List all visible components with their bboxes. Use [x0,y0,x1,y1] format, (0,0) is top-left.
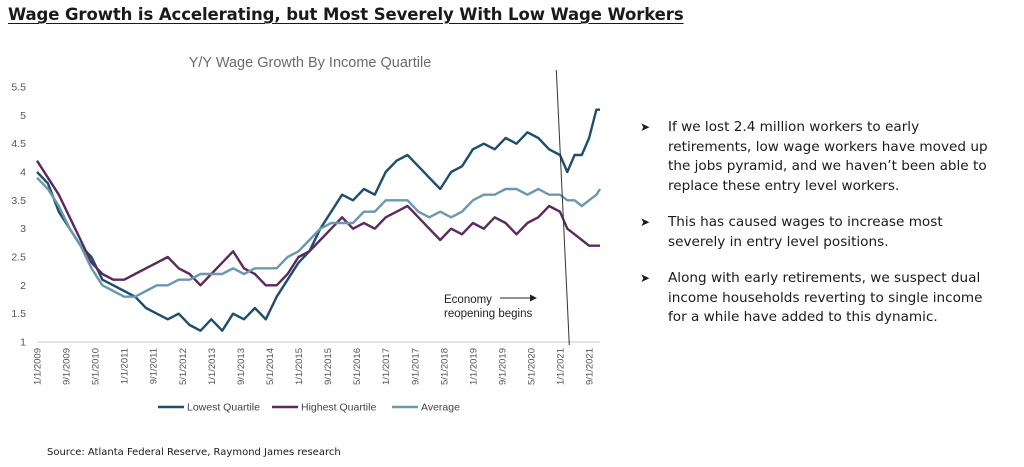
bullet-text: This has caused wages to increase most s… [668,214,943,250]
x-tick-label: 9/1/2021 [585,348,596,385]
x-tick-label: 1/1/2011 [120,348,131,384]
x-tick-label: 1/1/2021 [556,348,567,385]
series-layer [35,108,602,332]
bullet-list: ➤ If we lost 2.4 million workers to early… [640,118,990,345]
y-tick-label: 5 [20,110,26,122]
y-tick-label: 3.5 [11,195,26,207]
annotation-text-line-2: reopening begins [444,308,532,320]
chart-title: Y/Y Wage Growth By Income Quartile [189,55,432,71]
reopening-line [555,69,570,346]
bullet-text: If we lost 2.4 million workers to early … [668,119,988,194]
arrow-bullet-icon: ➤ [640,215,651,229]
bullet-item: ➤ Along with early retirements, we suspec… [640,269,990,328]
x-tick-label: 1/1/2013 [207,348,218,385]
y-tick-label: 5.5 [11,82,26,94]
x-tick-label: 9/1/2015 [323,348,334,385]
annotation-arrowhead [530,294,537,302]
x-tick-label: 9/1/2013 [236,348,247,385]
x-tick-label: 9/1/2017 [410,348,421,385]
y-tick-label: 4.5 [11,138,26,150]
x-axis: 1/1/2009 9/1/2009 5/1/2010 1/1/2011 9/1/2011… [33,341,600,385]
source-note: Source: Atlanta Federal Reserve, Raymond… [47,447,341,458]
x-tick-label: 1/1/2017 [381,348,392,385]
y-tick-label: 2.5 [11,252,26,264]
arrow-bullet-icon: ➤ [640,271,651,285]
legend-label-1: Lowest Quartile [187,402,260,414]
bullet-item: ➤ This has caused wages to increase most … [640,213,990,252]
x-tick-label: 5/1/2012 [178,348,189,385]
legend: Lowest Quartile Highest Quartile Average [158,402,460,414]
wage-growth-chart: Y/Y Wage Growth By Income Quartile 1 1.5 2… [11,55,602,414]
x-tick-label: 5/1/2018 [439,348,450,385]
x-tick-label: 9/1/2009 [62,348,73,385]
x-tick-label: 9/1/2019 [497,348,508,385]
annotation-text-line-1: Economy [444,294,492,306]
legend-label-2: Highest Quartile [301,402,376,414]
x-tick-label: 1/1/2009 [33,348,44,385]
x-tick-label: 1/1/2015 [294,348,305,385]
legend-label-3: Average [421,402,460,414]
x-tick-label: 9/1/2011 [149,348,160,384]
x-tick-label: 5/1/2014 [265,348,276,385]
x-tick-label: 5/1/2020 [526,348,537,385]
y-tick-label: 3 [20,223,26,235]
arrow-bullet-icon: ➤ [640,120,651,134]
x-tick-label: 1/1/2019 [468,348,479,385]
y-tick-label: 2 [20,280,26,292]
annotation: Economy reopening begins [444,69,570,346]
series-line-2 [35,160,600,287]
headline: Wage Growth is Accelerating, but Most Se… [8,5,684,24]
series-line-3 [36,176,602,298]
y-axis: 1 1.5 2 2.5 3 3.5 4 4.5 5 5.5 [11,82,26,349]
y-tick-label: 1 [20,337,26,349]
y-tick-label: 4 [20,167,26,179]
x-tick-label: 5/1/2016 [352,348,363,385]
x-tick-label: 5/1/2010 [91,348,102,385]
y-tick-label: 1.5 [11,308,26,320]
bullet-text: Along with early retirements, we suspect… [668,270,983,325]
bullet-item: ➤ If we lost 2.4 million workers to early… [640,118,990,196]
